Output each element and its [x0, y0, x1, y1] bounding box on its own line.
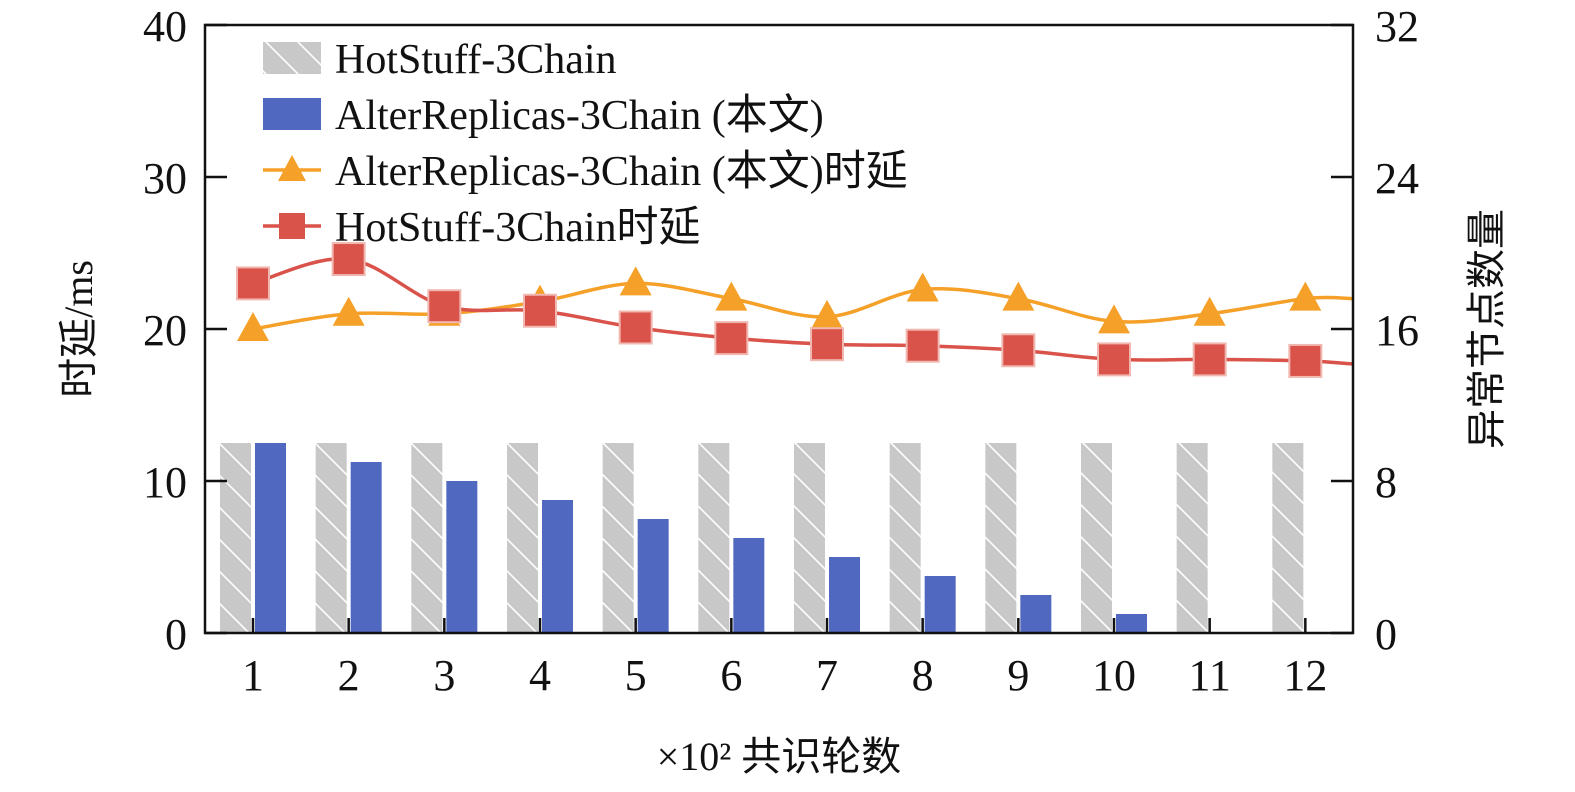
- bar-alterreplicas-10: [1116, 614, 1147, 633]
- x-tick-label-8: 8: [912, 651, 934, 700]
- marker-alterreplicas-8: [906, 272, 939, 302]
- bar-alterreplicas-1: [255, 443, 286, 633]
- marker-alterreplicas-10: [1098, 304, 1130, 334]
- marker-hotstuff-4: [523, 293, 557, 328]
- bar-hotstuff-2: [315, 443, 347, 633]
- bar-alterreplicas-8: [924, 576, 956, 633]
- bar-layer: [220, 443, 1304, 633]
- legend-item-2-label: AlterReplicas-3Chain (本文): [335, 92, 824, 139]
- bar-hotstuff-12: [1272, 443, 1304, 633]
- marker-alterreplicas-7: [811, 299, 843, 329]
- x-tick-label-10: 10: [1092, 651, 1136, 700]
- y-left-tick-label: 30: [143, 154, 187, 203]
- y-right-tick-label: 32: [1375, 2, 1419, 51]
- bar-alterreplicas-4: [542, 500, 573, 633]
- legend-item-4-marker: [279, 213, 305, 239]
- bar-hotstuff-1: [220, 443, 251, 633]
- y-right-tick-label: 0: [1375, 610, 1397, 659]
- marker-alterreplicas-9: [1002, 281, 1035, 311]
- marker-alterreplicas-11: [1193, 296, 1226, 326]
- x-tick-label-4: 4: [529, 651, 551, 700]
- marker-hotstuff-5: [618, 310, 653, 345]
- x-tick-label-2: 2: [338, 651, 360, 700]
- y-left-tick-label: 20: [143, 306, 187, 355]
- bar-hotstuff-5: [602, 443, 634, 633]
- legend-item-4-label: HotStuff-3Chain时延: [335, 205, 701, 251]
- marker-hotstuff-3: [427, 289, 462, 324]
- marker-hotstuff-8: [905, 328, 940, 363]
- y-left-tick-label: 10: [143, 458, 187, 507]
- legend-item-1-swatch: [263, 42, 321, 74]
- y-right-tick-label: 16: [1375, 306, 1419, 355]
- marker-alterreplicas-2: [332, 296, 365, 326]
- x-tick-label-1: 1: [242, 651, 264, 700]
- marker-hotstuff-7: [810, 327, 844, 362]
- line-hotstuff-latency: [252, 256, 1354, 366]
- line-layer: [236, 242, 1354, 378]
- marker-alterreplicas-6: [715, 281, 748, 311]
- bar-alterreplicas-6: [733, 538, 765, 633]
- bar-alterreplicas-5: [637, 519, 669, 633]
- bar-alterreplicas-9: [1020, 595, 1052, 633]
- marker-hotstuff-2: [331, 242, 366, 277]
- y-right-tick-label: 24: [1375, 154, 1419, 203]
- x-axis-title: ×10² 共识轮数: [657, 734, 902, 779]
- marker-hotstuff-11: [1192, 342, 1227, 377]
- x-tick-label-9: 9: [1007, 651, 1029, 700]
- marker-alterreplicas-12: [1289, 281, 1322, 311]
- bar-hotstuff-8: [889, 443, 921, 633]
- bar-hotstuff-4: [507, 443, 538, 633]
- x-tick-label-11: 11: [1188, 651, 1230, 700]
- x-tick-label-12: 12: [1283, 651, 1327, 700]
- bar-alterreplicas-2: [350, 462, 382, 633]
- bar-hotstuff-3: [411, 443, 443, 633]
- marker-hotstuff-9: [1001, 333, 1036, 368]
- legend-item-1-label: HotStuff-3Chain: [335, 37, 617, 83]
- legend: HotStuff-3Chain AlterReplicas-3Chain (本文)…: [263, 37, 908, 251]
- legend-item-3-label: AlterReplicas-3Chain (本文)时延: [335, 148, 908, 195]
- x-tick-label-6: 6: [720, 651, 742, 700]
- y-left-tick-label: 0: [165, 610, 187, 659]
- bar-alterreplicas-3: [446, 481, 478, 633]
- bar-hotstuff-9: [985, 443, 1017, 633]
- y-axis-right-title: 异常节点数量: [1464, 209, 1509, 449]
- line-alterreplicas-latency: [252, 281, 1354, 331]
- bar-hotstuff-6: [698, 443, 730, 633]
- legend-item-2-swatch: [263, 98, 321, 130]
- bar-hotstuff-7: [794, 443, 825, 633]
- marker-alterreplicas-5: [619, 266, 652, 296]
- bar-hotstuff-10: [1081, 443, 1112, 633]
- marker-hotstuff-6: [714, 321, 749, 356]
- x-tick-label-3: 3: [433, 651, 455, 700]
- marker-hotstuff-1: [236, 266, 270, 301]
- y-axis-left-title: 时延/ms: [56, 260, 101, 398]
- y-left-tick-label: 40: [143, 2, 187, 51]
- marker-alterreplicas-1: [237, 312, 269, 341]
- x-tick-label-5: 5: [625, 651, 647, 700]
- marker-hotstuff-10: [1097, 342, 1131, 377]
- x-tick-label-7: 7: [816, 651, 838, 700]
- bar-alterreplicas-7: [829, 557, 860, 633]
- legend-item-3-marker: [278, 155, 306, 181]
- y-right-tick-label: 8: [1375, 458, 1397, 507]
- marker-hotstuff-12: [1288, 343, 1323, 378]
- bar-hotstuff-11: [1176, 443, 1208, 633]
